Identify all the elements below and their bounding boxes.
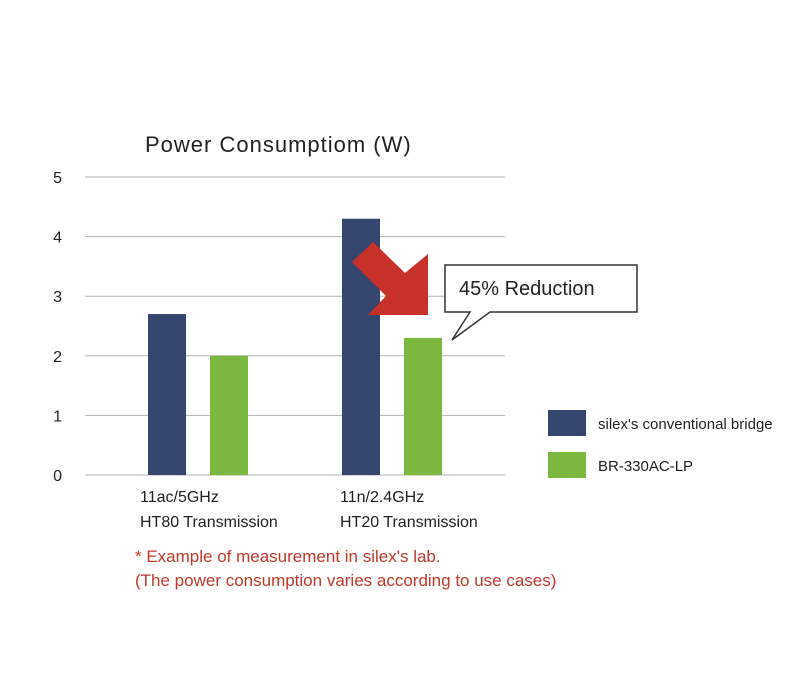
y-tick-label: 0	[53, 468, 62, 485]
bars	[148, 218, 442, 475]
chart-title: Power Consumptiom (W)	[145, 132, 412, 157]
category-label: HT80 Transmission	[140, 514, 278, 531]
category-label: 11n/2.4GHz	[340, 489, 424, 506]
bar-br330-0	[210, 355, 248, 475]
legend-label: BR-330AC-LP	[598, 458, 693, 475]
y-tick-label: 1	[53, 408, 62, 425]
legend: silex's conventional bridge BR-330AC-LP	[548, 410, 773, 478]
legend-label: silex's conventional bridge	[598, 416, 773, 433]
bar-conventional-0	[148, 314, 186, 475]
category-label: HT20 Transmission	[340, 514, 478, 531]
reduction-callout: 45% Reduction	[352, 242, 638, 341]
bar-br330-1	[404, 337, 442, 475]
y-axis-ticks: 0 1 2 3 4 5	[53, 170, 62, 485]
note-line-2: (The power consumption varies according …	[135, 571, 556, 590]
category-labels: 11ac/5GHz HT80 Transmission 11n/2.4GHz HT20…	[140, 489, 478, 531]
note-line-1: * Example of measurement in silex's lab.	[135, 547, 441, 566]
y-tick-label: 3	[53, 289, 62, 306]
legend-swatch	[548, 452, 586, 478]
callout-text: 45% Reduction	[459, 278, 595, 300]
y-tick-label: 2	[53, 349, 62, 366]
y-tick-label: 4	[53, 230, 62, 247]
y-tick-label: 5	[53, 170, 62, 187]
reduction-arrow	[352, 242, 428, 315]
legend-swatch	[548, 410, 586, 436]
category-label: 11ac/5GHz	[140, 489, 219, 506]
callout-bubble	[444, 264, 638, 341]
